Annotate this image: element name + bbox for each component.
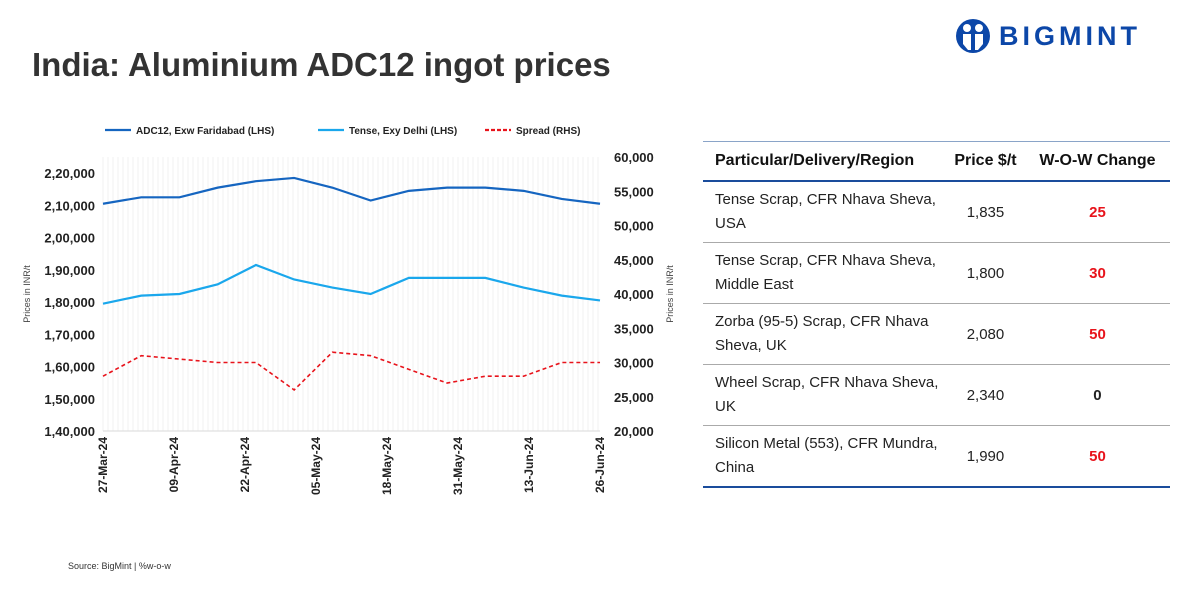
y2-axis-title: Prices in INR/t (665, 265, 675, 323)
table-row: Zorba (95-5) Scrap, CFR Nhava Sheva, UK … (703, 303, 1170, 365)
y2-tick-label: 55,000 (614, 184, 654, 199)
price-cell: 1,835 (946, 181, 1025, 243)
y-tick-label: 2,20,000 (44, 166, 95, 181)
y-tick-label: 2,00,000 (44, 231, 95, 246)
price-table: Particular/Delivery/Region Price $/t W-O… (703, 141, 1170, 488)
header-change: W-O-W Change (1024, 141, 1170, 182)
y-tick-label: 1,70,000 (44, 327, 95, 342)
series-line-0 (102, 176, 601, 205)
y-tick-label: 1,40,000 (44, 424, 95, 439)
source-note: Source: BigMint | %w-o-w (68, 561, 171, 571)
y-axis-title: Prices in INR/t (22, 265, 32, 323)
table-row: Tense Scrap, CFR Nhava Sheva, Middle Eas… (703, 242, 1170, 304)
y-tick-label: 2,10,000 (44, 198, 95, 213)
y-tick-label: 1,90,000 (44, 263, 95, 278)
bigmint-logo-icon (956, 19, 990, 53)
y2-tick-label: 20,000 (614, 424, 654, 439)
price-cell: 1,990 (946, 425, 1025, 488)
price-cell: 1,800 (946, 242, 1025, 304)
x-tick-label: 18-May-24 (380, 437, 394, 495)
y-tick-label: 1,60,000 (44, 360, 95, 375)
x-tick-label: 22-Apr-24 (238, 437, 252, 493)
particular-cell: Tense Scrap, CFR Nhava Sheva, Middle Eas… (703, 242, 946, 304)
legend-label: ADC12, Exw Faridabad (LHS) (136, 126, 274, 137)
table-row: Tense Scrap, CFR Nhava Sheva, USA 1,835 … (703, 181, 1170, 243)
y-tick-label: 1,80,000 (44, 295, 95, 310)
x-tick-label: 05-May-24 (309, 437, 323, 495)
x-tick-label: 26-Jun-24 (593, 437, 607, 493)
series-line-2 (102, 351, 600, 391)
series-line-1 (102, 263, 601, 305)
x-tick-label: 31-May-24 (451, 437, 465, 495)
price-cell: 2,080 (946, 303, 1025, 365)
y2-tick-label: 25,000 (614, 390, 654, 405)
price-cell: 2,340 (946, 364, 1025, 426)
particular-cell: Zorba (95-5) Scrap, CFR Nhava Sheva, UK (703, 303, 946, 365)
header-price: Price $/t (946, 141, 1025, 182)
y2-tick-label: 40,000 (614, 287, 654, 302)
logo: BIGMINT (955, 18, 1141, 54)
logo-text: BIGMINT (999, 20, 1141, 51)
change-cell: 50 (1024, 425, 1170, 488)
change-cell: 0 (1024, 364, 1170, 426)
y2-tick-label: 60,000 (614, 150, 654, 165)
particular-cell: Wheel Scrap, CFR Nhava Sheva, UK (703, 364, 946, 426)
header-particular: Particular/Delivery/Region (703, 141, 946, 182)
table-row: Silicon Metal (553), CFR Mundra, China 1… (703, 425, 1170, 488)
y2-tick-label: 45,000 (614, 253, 654, 268)
change-cell: 50 (1024, 303, 1170, 365)
page-title: India: Aluminium ADC12 ingot prices (32, 46, 611, 83)
table-row: Wheel Scrap, CFR Nhava Sheva, UK 2,340 0 (703, 364, 1170, 426)
x-tick-label: 09-Apr-24 (167, 437, 181, 493)
change-cell: 25 (1024, 181, 1170, 243)
line-chart: 1,40,000 1,50,000 1,60,000 1,70,000 1,80,000… (22, 126, 675, 495)
y2-tick-label: 50,000 (614, 219, 654, 234)
change-cell: 30 (1024, 242, 1170, 304)
legend-label: Spread (RHS) (516, 126, 580, 137)
x-tick-label: 13-Jun-24 (522, 437, 536, 493)
y-tick-label: 1,50,000 (44, 392, 95, 407)
y2-tick-label: 30,000 (614, 356, 654, 371)
legend-label: Tense, Exy Delhi (LHS) (349, 126, 457, 137)
particular-cell: Tense Scrap, CFR Nhava Sheva, USA (703, 181, 946, 243)
y2-tick-label: 35,000 (614, 321, 654, 336)
particular-cell: Silicon Metal (553), CFR Mundra, China (703, 425, 946, 488)
x-tick-label: 27-Mar-24 (96, 437, 110, 493)
